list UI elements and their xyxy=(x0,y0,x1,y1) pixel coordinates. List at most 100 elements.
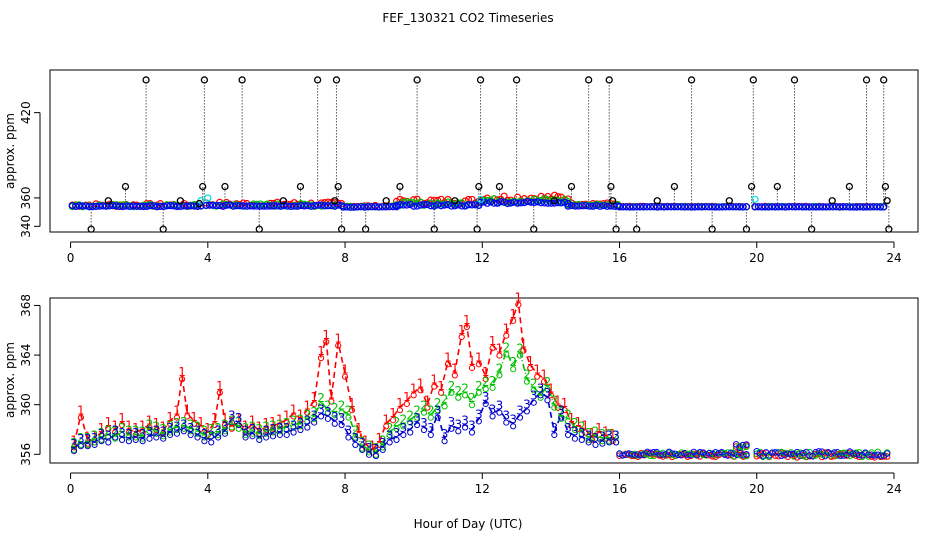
top-spike-point xyxy=(807,225,816,233)
top-point-c0000ff xyxy=(575,202,583,210)
bottom-point-1 xyxy=(139,429,146,436)
top-point-c0000ff xyxy=(78,202,87,210)
bottom-point-2 xyxy=(489,384,496,391)
top-point-c0000ff xyxy=(89,203,97,211)
top-point-c0000ff xyxy=(447,202,456,210)
bottom-point-2 xyxy=(537,394,544,401)
bottom-point-label-3: 3 xyxy=(317,402,325,416)
top-point-c0000ff xyxy=(253,202,261,210)
bottom-point-label-2: 2 xyxy=(379,433,387,447)
top-point-c0000ff xyxy=(722,203,730,211)
bottom-point-label-1: 1 xyxy=(204,421,212,435)
bottom-point-label-1: 1 xyxy=(547,381,555,395)
bottom-y-tick-label: 360 xyxy=(19,393,33,416)
bottom-point-label-2: 2 xyxy=(544,375,552,389)
bottom-point-1 xyxy=(451,372,458,379)
top-point-c0000ff xyxy=(711,203,720,211)
top-point-c0000ff xyxy=(399,201,407,209)
bottom-point-label-2: 2 xyxy=(393,415,401,429)
top-spike-point xyxy=(476,76,485,84)
bottom-point-label-2: 2 xyxy=(201,423,209,437)
bottom-point-1 xyxy=(547,392,555,399)
top-spike-point xyxy=(885,225,893,233)
top-point-c0000ff xyxy=(497,198,505,206)
bottom-point-label-2: 2 xyxy=(557,405,565,419)
top-spike-point xyxy=(430,225,438,233)
bottom-point-2 xyxy=(317,402,325,409)
top-point-c0000ff xyxy=(592,201,601,210)
bottom-point-label-3: 3 xyxy=(592,431,600,445)
bottom-point-label-3: 3 xyxy=(70,437,78,451)
bottom-point-1 xyxy=(609,438,616,445)
bottom-point-2 xyxy=(187,428,194,435)
bottom-point-label-1: 1 xyxy=(334,332,342,346)
bottom-point-label-3: 3 xyxy=(578,426,586,440)
bottom-point-label-3: 3 xyxy=(482,390,490,404)
bottom-point-label-3: 3 xyxy=(249,422,257,436)
top-point-c0000ff xyxy=(270,202,278,210)
top-point-c0000ff xyxy=(715,203,723,211)
top-point-c0000ff xyxy=(314,201,322,209)
bottom-point-label-3: 3 xyxy=(372,442,380,456)
top-point-c0000ff xyxy=(246,202,254,210)
bottom-point-label-3: 3 xyxy=(235,411,243,425)
bottom-point-1 xyxy=(190,420,198,427)
top-point-c0000ff xyxy=(863,203,871,211)
bottom-point-label-2: 2 xyxy=(454,384,462,398)
top-point-c0000ff xyxy=(410,202,418,210)
top-point-c0000ff xyxy=(122,202,131,210)
bottom-night-point xyxy=(690,451,698,458)
top-point-c0000ff xyxy=(873,203,881,211)
top-spike-point xyxy=(159,225,167,233)
top-point-c0000ff xyxy=(99,202,107,210)
top-point-c0000ff xyxy=(705,203,713,211)
bottom-point-3 xyxy=(365,451,373,458)
bottom-point-2 xyxy=(393,425,400,432)
bottom-point-label-2: 2 xyxy=(352,423,360,437)
bottom-point-2 xyxy=(592,435,599,442)
bottom-night-point xyxy=(883,453,891,460)
top-point-c0000ff xyxy=(129,202,137,210)
bottom-point-label-2: 2 xyxy=(249,420,257,434)
bottom-point-label-1: 1 xyxy=(269,415,277,429)
top-plot-frame xyxy=(49,69,919,233)
bottom-point-label-1: 1 xyxy=(437,379,445,393)
bottom-point-3 xyxy=(496,409,503,416)
bottom-point-label-3: 3 xyxy=(207,428,215,442)
bottom-point-label-3: 3 xyxy=(420,416,428,430)
bottom-point-3 xyxy=(558,414,565,421)
bottom-point-1 xyxy=(348,407,356,414)
top-point-c0000ff xyxy=(708,203,716,211)
bottom-point-2 xyxy=(160,433,167,440)
bottom-point-1 xyxy=(568,421,575,429)
top-point-c0000ff xyxy=(434,201,442,209)
top-point-c0000ff xyxy=(846,203,854,211)
bottom-point-2 xyxy=(304,418,311,425)
bottom-point-label-2: 2 xyxy=(262,420,270,434)
bottom-point-label-3: 3 xyxy=(585,428,593,442)
top-point-c0000ff xyxy=(293,202,302,210)
top-point-c0000ff xyxy=(437,202,445,210)
bottom-point-label-2: 2 xyxy=(358,435,366,449)
bottom-point-2 xyxy=(468,402,476,409)
bottom-point-1 xyxy=(263,426,270,434)
bottom-point-label-3: 3 xyxy=(187,421,195,435)
top-point-c0000ff xyxy=(392,201,401,210)
top-spike-point xyxy=(195,199,203,208)
bottom-point-3 xyxy=(297,426,304,434)
top-point-c0000ff xyxy=(133,202,141,210)
top-point-c0000ff xyxy=(368,203,376,211)
bottom-point-label-1: 1 xyxy=(283,409,291,423)
bottom-point-label-3: 3 xyxy=(571,425,579,439)
bottom-point-2 xyxy=(544,385,551,393)
top-point-c0000ff xyxy=(520,198,528,207)
bottom-point-label-2: 2 xyxy=(166,419,174,433)
top-point-cyan xyxy=(204,194,212,202)
top-point-c0000ff xyxy=(226,201,234,209)
bottom-point-label-3: 3 xyxy=(544,386,552,400)
bottom-point-1 xyxy=(389,416,397,424)
top-point-c0000ff xyxy=(603,202,611,210)
bottom-point-label-2: 2 xyxy=(475,379,483,393)
top-point-c0000ff xyxy=(805,203,813,211)
bottom-point-label-1: 1 xyxy=(159,420,167,434)
